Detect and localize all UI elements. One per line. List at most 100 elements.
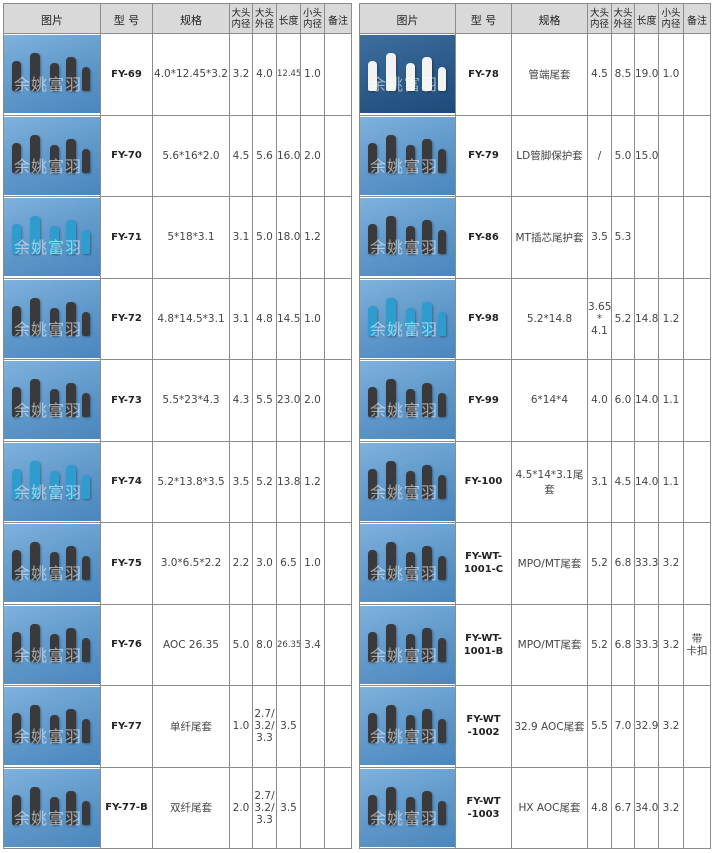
product-photo: 余姚富羽: [4, 442, 100, 521]
col-header-model: 型 号: [455, 3, 512, 34]
picture-cell: 余姚富羽: [359, 33, 456, 116]
big-inner-diameter-cell: 3.5: [229, 440, 253, 523]
model-cell: FY-79: [455, 114, 512, 197]
big-inner-diameter-cell: 4.5: [587, 33, 612, 116]
boot-sleeve-shape: [66, 138, 76, 173]
boot-sleeve-shape: [406, 796, 415, 825]
note-cell: [324, 766, 352, 849]
small-inner-diameter-cell: 3.2: [658, 603, 684, 686]
picture-cell: 余姚富羽: [359, 685, 456, 768]
table-row: 余姚富羽 FY-78 管端尾套 4.5 8.5 19.0 1.0: [359, 33, 711, 116]
boot-sleeve-shape: [66, 220, 76, 255]
boot-sleeve-shape: [82, 719, 90, 744]
boot-sleeve-shape: [82, 67, 90, 92]
watermark: 余姚富羽: [14, 808, 83, 828]
note-cell: [683, 359, 711, 442]
note-cell: [324, 114, 352, 197]
model-cell: FY-WT- 1001-B: [455, 603, 512, 686]
boot-sleeve-shape: [406, 63, 415, 92]
boot-sleeve-shape: [368, 142, 377, 173]
boot-sleeve-shape: [422, 627, 432, 662]
boot-sleeve-shape: [386, 297, 396, 336]
table-row: 余姚富羽 FY-79 LD管脚保护套/5.0 15.0: [359, 114, 711, 197]
note-cell: [683, 114, 711, 197]
boot-sleeve-shape: [82, 637, 90, 662]
col-header-small-inner-diameter: 小头 内径: [658, 3, 684, 34]
boot-sleeve-shape: [66, 627, 76, 662]
big-outer-diameter-cell: 5.2: [252, 440, 277, 523]
spec-cell: LD管脚保护套: [511, 114, 588, 197]
spec-cell: 双纤尾套: [152, 766, 230, 849]
picture-cell: 余姚富羽: [3, 685, 101, 768]
picture-cell: 余姚富羽: [3, 766, 101, 849]
boot-sleeve-shape: [406, 307, 415, 336]
note-cell: [683, 33, 711, 116]
col-header-note: 备注: [683, 3, 711, 34]
length-cell: 14.0: [634, 440, 659, 523]
length-cell: 15.0: [634, 114, 659, 197]
picture-cell: 余姚富羽: [359, 522, 456, 605]
boot-sleeve-shape: [82, 311, 90, 336]
boot-sleeve-shape: [66, 383, 76, 418]
watermark: 余姚富羽: [14, 645, 83, 665]
spec-cell: 5*18*3.1: [152, 196, 230, 279]
small-inner-diameter-cell: [658, 114, 684, 197]
boot-sleeve-shape: [386, 216, 396, 255]
small-inner-diameter-cell: 3.2: [658, 766, 684, 849]
col-header-length: 长度: [276, 3, 301, 34]
boot-sleeve-shape: [406, 633, 415, 662]
length-cell: 14.8: [634, 277, 659, 360]
boot-sleeve-shape: [438, 311, 446, 336]
boot-sleeve-shape: [82, 393, 90, 418]
spec-cell: HX AOC尾套: [511, 766, 588, 849]
table-row: 余姚富羽 FY-WT -1002 32.9 AOC尾套 5.5 7.0 32.9 3.2: [359, 685, 711, 768]
product-photo: 余姚富羽: [4, 361, 100, 440]
boot-sleeve-shape: [406, 552, 415, 581]
picture-cell: 余姚富羽: [359, 766, 456, 849]
spec-cell: AOC 26.35: [152, 603, 230, 686]
big-inner-diameter-cell: 3.1: [229, 277, 253, 360]
table-row: 余姚富羽 FY-71 5*18*3.1 3.1 5.0 18.0 1.2: [3, 196, 352, 279]
picture-cell: 余姚富羽: [3, 196, 101, 279]
header-row: 图片 型 号 规格 大头 内径 大头 外径 长度 小头 内径 备注: [359, 3, 711, 34]
boot-sleeve-shape: [368, 794, 377, 825]
note-cell: [324, 33, 352, 116]
spec-cell: 5.6*16*2.0: [152, 114, 230, 197]
big-outer-diameter-cell: 5.0: [611, 114, 635, 197]
model-cell: FY-69: [100, 33, 153, 116]
big-outer-diameter-cell: 6.8: [611, 522, 635, 605]
boot-sleeve-shape: [386, 53, 396, 92]
watermark: 余姚富羽: [370, 727, 439, 747]
boot-sleeve-shape: [66, 301, 76, 336]
boot-sleeve-shape: [368, 713, 377, 744]
boot-sleeve-shape: [368, 550, 377, 581]
boot-sleeve-shape: [368, 468, 377, 499]
boot-sleeve-shape: [30, 786, 40, 825]
table-row: 余姚富羽 FY-77 单纤尾套 1.0 2.7/ 3.2/ 3.3 3.5: [3, 685, 352, 768]
boot-sleeve-shape: [50, 63, 59, 92]
big-outer-diameter-cell: 7.0: [611, 685, 635, 768]
small-inner-diameter-cell: 1.1: [658, 359, 684, 442]
note-cell: [324, 440, 352, 523]
picture-cell: 余姚富羽: [359, 359, 456, 442]
note-cell: [683, 440, 711, 523]
big-outer-diameter-cell: 5.2: [611, 277, 635, 360]
spec-cell: 4.5*14*3.1尾套: [511, 440, 588, 523]
col-header-picture: 图片: [359, 3, 456, 34]
boot-sleeve-shape: [66, 790, 76, 825]
picture-cell: 余姚富羽: [359, 603, 456, 686]
big-inner-diameter-cell: 5.2: [587, 522, 612, 605]
col-header-big-inner-diameter: 大头 内径: [587, 3, 612, 34]
length-cell: [634, 196, 659, 279]
table-row: 余姚富羽 FY-86 MT插芯尾护套 3.5 5.3: [359, 196, 711, 279]
note-cell: [324, 196, 352, 279]
left-product-table: 图片 型 号 规格 大头 内径 大头 外径 长度 小头 内径 备注 余姚富羽 FY-69…: [3, 3, 352, 849]
picture-cell: 余姚富羽: [3, 359, 101, 442]
watermark: 余姚富羽: [370, 482, 439, 502]
table-row: 余姚富羽 FY-WT- 1001-C MPO/MT尾套 5.2 6.8 33.3 3.2: [359, 522, 711, 605]
big-inner-diameter-cell: 4.0: [587, 359, 612, 442]
note-cell: [324, 522, 352, 605]
watermark: 余姚富羽: [370, 75, 439, 95]
big-outer-diameter-cell: 4.0: [252, 33, 277, 116]
watermark: 余姚富羽: [370, 808, 439, 828]
